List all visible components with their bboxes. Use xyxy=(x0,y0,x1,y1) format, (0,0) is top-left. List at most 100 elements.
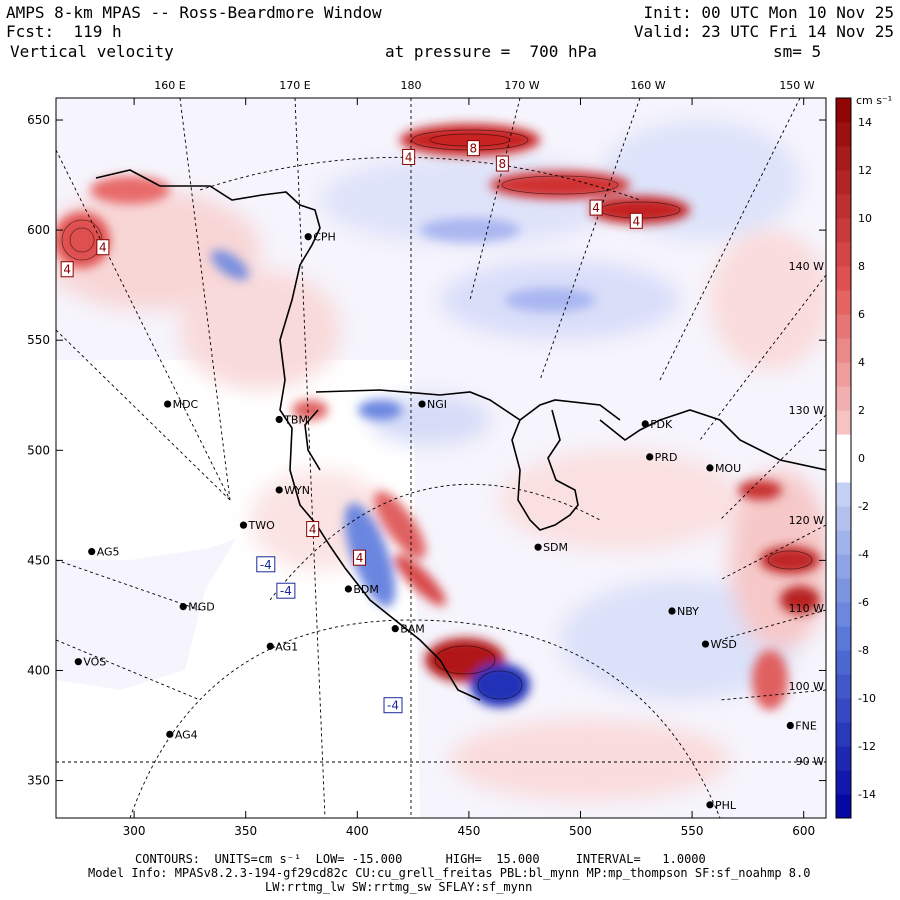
colorbar-segment xyxy=(836,362,851,387)
y-tick-label: 650 xyxy=(27,113,50,127)
colorbar-segment xyxy=(836,530,851,555)
top-longitude-label: 150 W xyxy=(779,79,814,92)
x-tick-label: 350 xyxy=(234,824,257,838)
station-label: BDM xyxy=(353,583,379,596)
station-dot xyxy=(668,607,676,615)
colorbar: cm s⁻¹ 14 12 10 8 6 4 2 0 -2 -4 -6 -8 -10 -12 -14 xyxy=(835,94,892,819)
top-longitude-label: 160 E xyxy=(154,79,185,92)
contour-label: 8 xyxy=(470,142,478,156)
station-label: WSD xyxy=(710,638,736,651)
valid-time: Valid: 23 UTC Fri 14 Nov 25 xyxy=(633,22,894,41)
station-label: MGD xyxy=(188,601,215,614)
contour-label-box xyxy=(589,199,603,216)
station-dot xyxy=(163,400,172,408)
contour-label: -4 xyxy=(280,584,292,598)
contour-label-box xyxy=(353,549,367,566)
station-dot xyxy=(166,730,174,738)
graticule xyxy=(56,98,826,818)
contour-label: 4 xyxy=(356,551,364,565)
station-dot xyxy=(706,801,714,809)
pressure-level: at pressure = 700 hPa xyxy=(385,42,597,61)
contour-label: 4 xyxy=(99,241,107,255)
colorbar-segment xyxy=(836,266,851,291)
right-longitude-label: 100 W xyxy=(789,680,824,693)
station-dot xyxy=(74,658,82,666)
station-dot xyxy=(534,543,542,551)
colorbar-unit-label: cm s⁻¹ xyxy=(856,94,892,107)
station-label: NBY xyxy=(677,605,699,618)
station-label: AG1 xyxy=(275,640,298,653)
coastline xyxy=(95,169,826,701)
y-tick-label: 500 xyxy=(27,443,50,457)
colorbar-segment xyxy=(836,506,851,531)
contour-label: -4 xyxy=(387,699,399,713)
y-tick-label: 450 xyxy=(27,553,50,567)
colorbar-segment xyxy=(836,434,851,459)
colorbar-segment xyxy=(836,794,851,819)
colorbar-tick-label: 14 xyxy=(858,116,872,129)
colorbar-segment xyxy=(836,650,851,675)
x-tick-label: 450 xyxy=(457,824,480,838)
colorbar-tick-label: -10 xyxy=(858,692,876,705)
right-longitude-label: 120 W xyxy=(789,514,824,527)
y-tick-label: 350 xyxy=(27,774,50,788)
station-dot xyxy=(266,642,274,650)
station-dot xyxy=(418,400,426,408)
top-longitude-label: 170 W xyxy=(504,79,539,92)
colorbar-tick-label: -6 xyxy=(858,596,869,609)
forecast-hour: Fcst: 119 h xyxy=(6,22,122,41)
y-tick-label: 600 xyxy=(27,223,50,237)
contour-label-box xyxy=(276,582,296,599)
contour-label-box xyxy=(96,239,110,256)
x-tick-label: 550 xyxy=(681,824,704,838)
contour-label: 4 xyxy=(63,263,71,277)
colorbar-segment xyxy=(836,770,851,795)
colorbar-segment xyxy=(836,626,851,651)
x-tick-label: 600 xyxy=(792,824,815,838)
variable-name: Vertical velocity xyxy=(10,42,174,61)
colorbar-tick-label: 6 xyxy=(858,308,865,321)
station-dot xyxy=(786,721,794,730)
colorbar-segment xyxy=(836,602,851,627)
colorbar-segment xyxy=(836,314,851,339)
station-label: PRD xyxy=(655,451,678,464)
colorbar-tick-label: -2 xyxy=(858,500,869,513)
station-dot xyxy=(344,585,352,593)
right-longitude-label: 90 W xyxy=(796,755,824,768)
colorbar-segment xyxy=(836,242,851,267)
colorbar-tick-label: 2 xyxy=(858,404,865,417)
x-tick-label: 300 xyxy=(123,824,146,838)
colorbar-segment xyxy=(836,146,851,171)
station-label: MDC xyxy=(173,398,199,411)
contour-label: 8 xyxy=(499,157,507,171)
top-longitude-label: 170 E xyxy=(279,79,310,92)
colorbar-segment xyxy=(836,674,851,699)
contour-label-box xyxy=(60,261,74,278)
contour-label-box xyxy=(256,556,276,573)
contour-label-box xyxy=(495,155,509,172)
station-label: NGI xyxy=(427,398,447,411)
x-axis: 300 350 400 450 500 550 600 xyxy=(123,98,815,838)
station-label: SDM xyxy=(543,541,568,554)
station-dot xyxy=(641,420,649,428)
right-longitude-label: 130 W xyxy=(789,404,824,417)
contour-label-box xyxy=(466,140,480,157)
colorbar-segment xyxy=(836,98,851,123)
colorbar-tick-label: -8 xyxy=(858,644,869,657)
station-dot xyxy=(275,415,283,424)
right-longitude-label: 140 W xyxy=(789,260,824,273)
colorbar-tick-label: -12 xyxy=(858,740,876,753)
init-time: Init: 00 UTC Mon 10 Nov 25 xyxy=(643,3,894,22)
x-tick-label: 400 xyxy=(346,824,369,838)
station-dot xyxy=(701,640,710,648)
top-longitude-labels: 160 E 170 E 180 170 W 160 W 150 W xyxy=(154,79,815,92)
station-markers: CPH MDC TBM NGI FDK PRD MOU WYN TWO AG5 SDM BDM MGD N… xyxy=(74,231,817,812)
colorbar-tick-label: 4 xyxy=(858,356,865,369)
station-label: WYN xyxy=(284,484,310,497)
colorbar-segment xyxy=(836,722,851,747)
x-tick-label: 500 xyxy=(569,824,592,838)
physics-info: LW:rrtmg_lw SW:rrtmg_sw SFLAY:sf_mynn xyxy=(265,880,533,894)
colorbar-segment xyxy=(836,482,851,507)
contour-label-box xyxy=(629,212,643,229)
